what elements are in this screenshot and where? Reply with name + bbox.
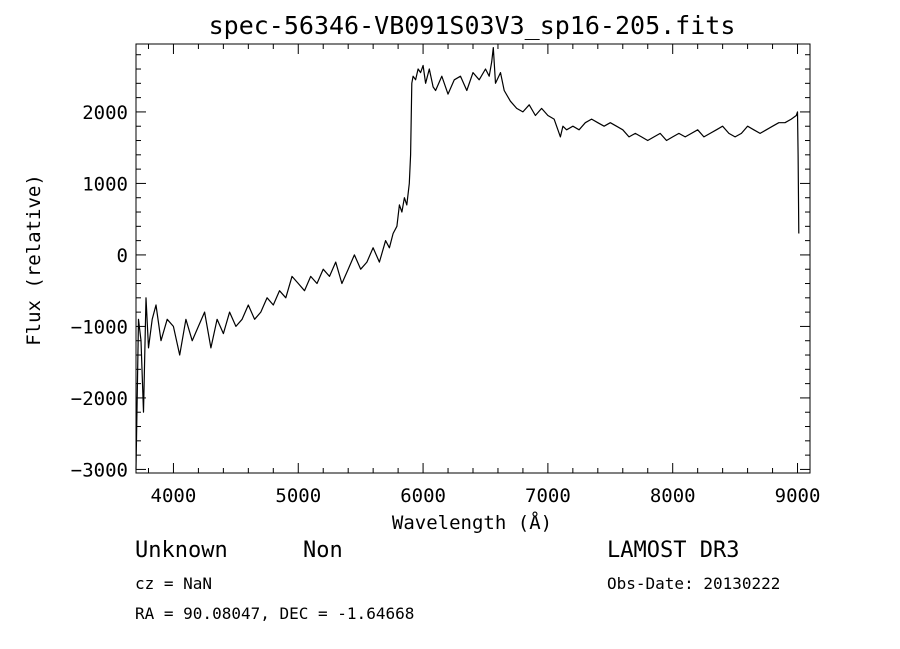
- y-tick-label: 1000: [82, 173, 128, 195]
- x-tick-label: 8000: [650, 485, 696, 507]
- spectrum-line: [135, 46, 800, 470]
- x-axis-ticks: 4000 5000 6000 7000 8000 9000: [147, 44, 821, 507]
- x-tick-label: 5000: [275, 485, 321, 507]
- x-tick-label: 9000: [775, 485, 821, 507]
- x-tick-label: 6000: [400, 485, 446, 507]
- x-axis-label: Wavelength (Å): [392, 511, 552, 534]
- y-tick-label: −1000: [71, 316, 128, 338]
- y-tick-label: −2000: [71, 388, 128, 410]
- object-class-label: Unknown: [135, 538, 228, 563]
- y-axis-label: Flux (relative): [23, 174, 45, 346]
- plot-frame: [135, 43, 811, 474]
- y-tick-label: −3000: [71, 459, 128, 481]
- survey-label: LAMOST DR3: [607, 538, 740, 563]
- y-tick-label: 0: [117, 245, 128, 267]
- obs-date-label: Obs-Date: 20130222: [607, 574, 781, 593]
- redshift-label: cz = NaN: [135, 574, 213, 593]
- object-subclass-label: Non: [303, 538, 343, 563]
- series-layer: [135, 46, 800, 470]
- chart-title: spec-56346-VB091S03V3_sp16-205.fits: [209, 11, 736, 40]
- coords-label: RA = 90.08047, DEC = -1.64668: [135, 604, 415, 623]
- x-tick-label: 7000: [525, 485, 571, 507]
- x-tick-label: 4000: [151, 485, 197, 507]
- y-tick-label: 2000: [82, 102, 128, 124]
- y-axis-ticks: −3000 −2000 −1000 0 1000 2000: [71, 54, 810, 481]
